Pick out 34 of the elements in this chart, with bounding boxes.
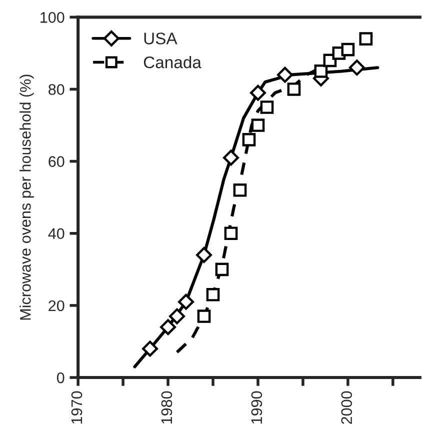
x-tick-label: 1970 (71, 391, 82, 424)
legend-label: USA (144, 32, 178, 44)
point (314, 64, 328, 78)
point (233, 183, 247, 197)
point (142, 340, 158, 357)
point (341, 42, 355, 56)
point (196, 247, 212, 263)
y-tick-label: 0 (56, 372, 64, 384)
legend-label: Canada (144, 56, 202, 68)
point (224, 226, 238, 240)
point (250, 84, 266, 101)
y-tick-label: 60 (48, 156, 64, 167)
point (160, 319, 176, 336)
point (178, 294, 194, 310)
point (287, 82, 301, 96)
point (206, 288, 220, 302)
x-tick-label: 2000 (341, 391, 352, 424)
point (348, 60, 365, 76)
y-axis-title: Microwave ovens per household (%) (20, 74, 34, 320)
point (242, 133, 256, 146)
point (223, 150, 239, 166)
y-tick-label: 100 (40, 12, 64, 23)
point (197, 310, 211, 323)
point (251, 118, 265, 132)
point (169, 308, 186, 324)
y-tick-label: 20 (48, 300, 64, 312)
point (260, 100, 274, 114)
y-tick-label: 80 (48, 84, 64, 95)
point (359, 32, 373, 46)
point (215, 262, 229, 276)
point (276, 66, 293, 83)
x-tick-label: 1980 (161, 391, 172, 424)
x-tick-label: 1990 (251, 391, 262, 424)
y-tick-label: 40 (48, 228, 64, 240)
